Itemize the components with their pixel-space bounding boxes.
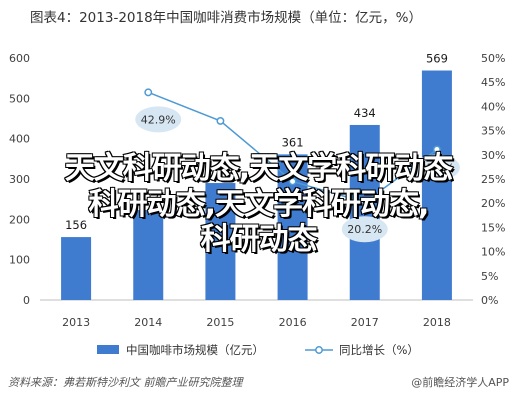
brand-credit: @前瞻经济学人APP bbox=[411, 375, 509, 389]
bar-value-label: 569 bbox=[426, 52, 448, 66]
x-axis-tick-label: 2015 bbox=[206, 316, 234, 329]
growth-label-bubble bbox=[413, 154, 460, 181]
right-axis-tick-label: 40% bbox=[481, 100, 505, 113]
right-axis-tick-label: 50% bbox=[481, 52, 505, 65]
data-labels: 156 223 361 434 569 42.9% 20.2% 31.1% bbox=[65, 52, 460, 243]
left-axis-tick-label: 100 bbox=[9, 254, 30, 267]
right-axis-tick-label: 10% bbox=[481, 246, 505, 259]
bar bbox=[349, 124, 380, 300]
legend-line-label: 同比增长（%） bbox=[339, 343, 419, 357]
chart-title: 图表4：2013-2018年中国咖啡消费市场规模（单位：亿元，%） bbox=[30, 9, 422, 26]
right-axis-tick-label: 0% bbox=[481, 294, 498, 307]
legend-line-marker bbox=[315, 346, 323, 354]
line-series bbox=[144, 88, 441, 207]
growth-point bbox=[288, 177, 297, 186]
growth-point bbox=[216, 116, 225, 125]
bar-value-label: 361 bbox=[282, 135, 304, 149]
axes: 0 100 200 300 400 500 600 0% 5% 10% 15% 20% 25% 30% 35… bbox=[9, 52, 505, 329]
bar bbox=[61, 237, 92, 300]
right-axis-tick-label: 15% bbox=[481, 221, 505, 234]
growth-value-label: 20.2% bbox=[347, 223, 382, 236]
legend: 中国咖啡市场规模（亿元） 同比增长（%） bbox=[97, 343, 419, 357]
x-axis-tick-label: 2013 bbox=[62, 316, 90, 329]
growth-point bbox=[144, 88, 153, 97]
right-axis-tick-label: 5% bbox=[481, 270, 498, 283]
right-axis-tick-label: 35% bbox=[481, 125, 505, 138]
legend-bar-swatch bbox=[97, 345, 119, 354]
left-axis-tick-label: 300 bbox=[9, 173, 30, 186]
bar bbox=[133, 210, 164, 300]
growth-label-bubble bbox=[135, 106, 182, 133]
growth-point bbox=[360, 198, 369, 207]
bar bbox=[421, 70, 452, 301]
right-axis-tick-label: 25% bbox=[481, 173, 505, 186]
left-axis-tick-label: 600 bbox=[9, 52, 30, 65]
left-axis-tick-label: 200 bbox=[9, 213, 30, 226]
right-axis-tick-label: 30% bbox=[481, 149, 505, 162]
legend-bar-label: 中国咖啡市场规模（亿元） bbox=[126, 343, 264, 357]
x-axis-tick-label: 2018 bbox=[423, 316, 451, 329]
bar-series bbox=[61, 70, 452, 301]
bar bbox=[205, 183, 236, 300]
bar bbox=[277, 154, 308, 300]
growth-label-bubble bbox=[341, 216, 388, 243]
source-note: 资料来源：弗若斯特沙利文 前瞻产业研究院整理 bbox=[8, 376, 244, 389]
left-axis-tick-label: 400 bbox=[9, 133, 30, 146]
bar-value-label: 156 bbox=[65, 218, 87, 232]
growth-value-label: 42.9% bbox=[141, 113, 176, 126]
x-axis-tick-label: 2014 bbox=[134, 316, 162, 329]
right-axis-tick-label: 20% bbox=[481, 197, 505, 210]
growth-value-label: 31.1% bbox=[419, 161, 454, 174]
x-axis-tick-label: 2016 bbox=[279, 316, 307, 329]
left-axis-tick-label: 0 bbox=[23, 294, 30, 307]
growth-point bbox=[432, 145, 441, 154]
bar-value-label: 223 bbox=[137, 191, 159, 205]
bar-value-label: 434 bbox=[354, 106, 376, 120]
x-axis-tick-label: 2017 bbox=[351, 316, 379, 329]
right-axis-tick-label: 45% bbox=[481, 76, 505, 89]
left-axis-tick-label: 500 bbox=[9, 92, 30, 105]
